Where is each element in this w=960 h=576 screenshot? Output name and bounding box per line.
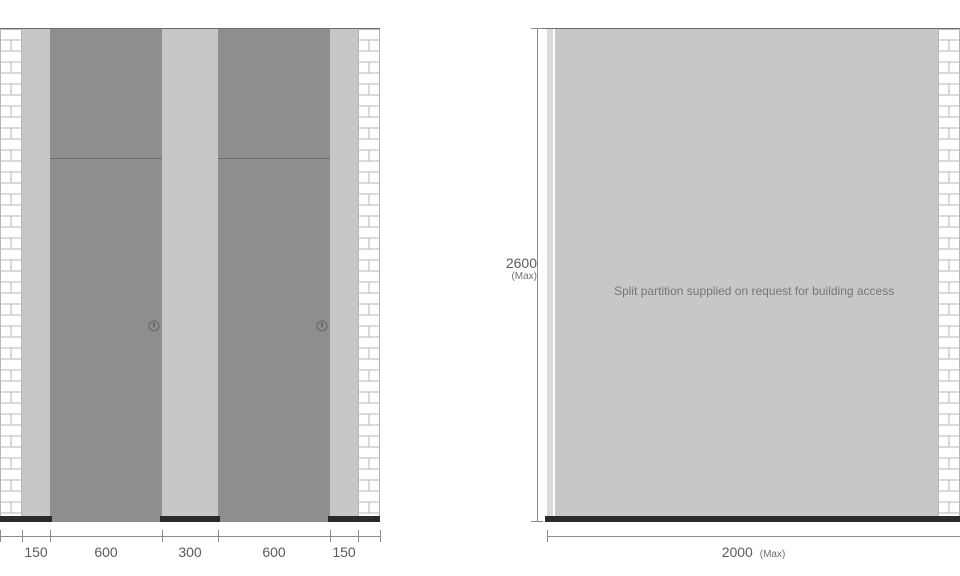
floor-bar bbox=[328, 516, 360, 522]
dim-tick bbox=[0, 530, 1, 542]
brick-wall-right bbox=[358, 29, 380, 522]
dim-line bbox=[0, 536, 380, 537]
floor-bar bbox=[0, 516, 22, 522]
split-note: Split partition supplied on request for … bbox=[601, 284, 907, 298]
dim-tick bbox=[162, 530, 163, 542]
lock-indicator-icon bbox=[316, 319, 328, 331]
lock-indicator-icon bbox=[148, 319, 160, 331]
front-elevation bbox=[0, 28, 380, 522]
width-label: 2000 (Max) bbox=[704, 544, 804, 560]
dim-tick bbox=[330, 530, 331, 542]
split-line bbox=[555, 276, 938, 277]
dim-tick bbox=[358, 530, 359, 542]
dim-tick bbox=[531, 28, 543, 29]
brick-wall-right bbox=[938, 29, 960, 522]
brick-wall-left bbox=[0, 29, 22, 522]
width-value: 2000 bbox=[722, 544, 753, 560]
door-bay bbox=[218, 29, 330, 522]
dim-line-v bbox=[537, 29, 538, 522]
dim-label: 150 bbox=[6, 544, 66, 560]
pilaster bbox=[22, 29, 50, 522]
dim-tick bbox=[531, 521, 543, 522]
door-bay bbox=[50, 29, 162, 522]
pilaster bbox=[330, 29, 358, 522]
floor-bar bbox=[545, 516, 960, 522]
dim-label: 600 bbox=[244, 544, 304, 560]
dim-tick bbox=[22, 530, 23, 542]
dim-tick bbox=[547, 530, 548, 542]
width-sub: (Max) bbox=[760, 549, 786, 560]
floor-bar bbox=[20, 516, 52, 522]
dim-label: 300 bbox=[160, 544, 220, 560]
floor-bar bbox=[358, 516, 380, 522]
dim-label: 600 bbox=[76, 544, 136, 560]
pilaster bbox=[162, 29, 218, 522]
height-label: 2600 bbox=[497, 255, 537, 271]
door-head-line bbox=[218, 158, 330, 159]
pilaster-edge bbox=[547, 29, 553, 522]
dim-label: 150 bbox=[314, 544, 374, 560]
door-head-line bbox=[50, 158, 162, 159]
dim-tick bbox=[50, 530, 51, 542]
height-sublabel: (Max) bbox=[497, 271, 537, 282]
side-elevation: Split partition supplied on request for … bbox=[485, 28, 960, 522]
dim-tick bbox=[218, 530, 219, 542]
dim-line bbox=[547, 536, 960, 537]
floor-bar bbox=[160, 516, 220, 522]
dim-tick bbox=[380, 530, 381, 542]
